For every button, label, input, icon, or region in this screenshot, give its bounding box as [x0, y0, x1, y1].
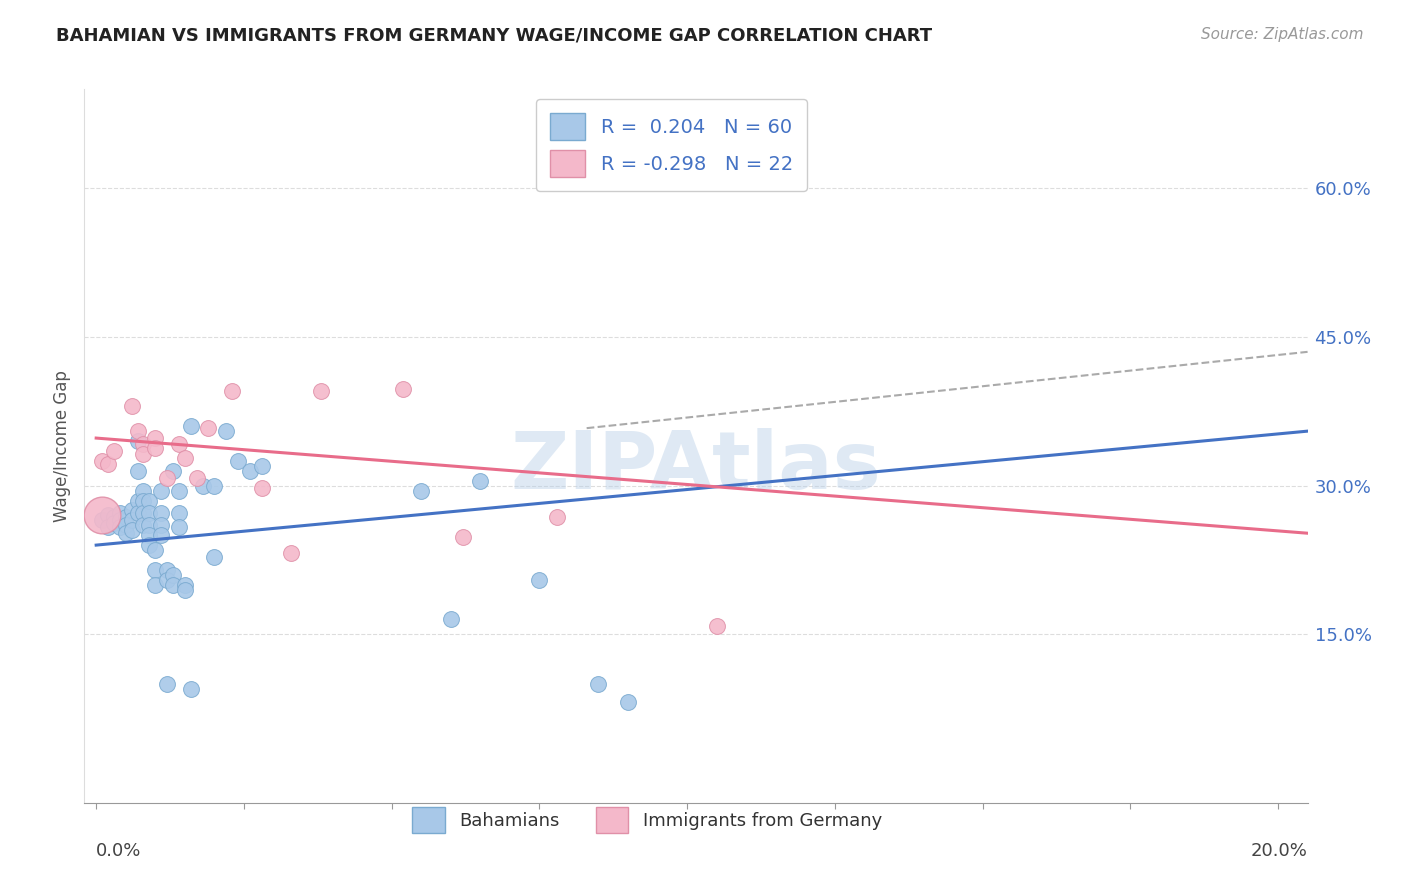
Text: Source: ZipAtlas.com: Source: ZipAtlas.com: [1201, 27, 1364, 42]
Point: [180, 419, 202, 434]
Point: [411, 483, 433, 498]
Point: [529, 573, 551, 587]
Point: [97, 520, 120, 534]
Point: [127, 464, 149, 478]
Point: [91, 508, 114, 523]
Point: [162, 567, 184, 582]
Point: [132, 483, 155, 498]
Point: [167, 437, 190, 451]
Point: [132, 518, 155, 533]
Point: [186, 471, 208, 485]
Point: [150, 518, 173, 533]
Point: [91, 454, 114, 468]
Point: [202, 549, 225, 564]
Point: [215, 424, 238, 438]
Point: [143, 431, 166, 445]
Point: [127, 493, 149, 508]
Point: [138, 493, 160, 508]
Point: [121, 503, 143, 517]
Point: [221, 384, 243, 399]
Y-axis label: Wage/Income Gap: Wage/Income Gap: [53, 370, 72, 522]
Point: [127, 507, 149, 521]
Point: [121, 523, 143, 537]
Point: [191, 478, 214, 492]
Point: [91, 513, 114, 527]
Text: 20.0%: 20.0%: [1251, 842, 1308, 860]
Point: [143, 563, 166, 577]
Point: [156, 573, 179, 587]
Point: [239, 464, 262, 478]
Point: [132, 437, 155, 451]
Point: [451, 530, 474, 544]
Point: [138, 507, 160, 521]
Point: [162, 578, 184, 592]
Point: [121, 513, 143, 527]
Point: [150, 483, 173, 498]
Point: [156, 471, 179, 485]
Point: [156, 677, 179, 691]
Point: [706, 619, 728, 633]
Point: [173, 578, 195, 592]
Point: [250, 458, 273, 473]
Point: [138, 528, 160, 542]
Point: [617, 695, 640, 709]
Point: [127, 424, 149, 438]
Point: [197, 421, 219, 435]
Point: [180, 681, 202, 696]
Point: [108, 513, 131, 527]
Point: [162, 464, 184, 478]
Point: [114, 526, 136, 541]
Point: [103, 510, 125, 524]
Point: [132, 447, 155, 461]
Point: [103, 444, 125, 458]
Legend: Bahamians, Immigrants from Germany: Bahamians, Immigrants from Germany: [405, 800, 889, 840]
Point: [127, 434, 149, 448]
Point: [108, 520, 131, 534]
Point: [143, 441, 166, 455]
Point: [97, 508, 120, 523]
Point: [114, 510, 136, 524]
Point: [132, 507, 155, 521]
Point: [143, 578, 166, 592]
Point: [103, 516, 125, 531]
Text: 0.0%: 0.0%: [96, 842, 142, 860]
Point: [167, 507, 190, 521]
Point: [138, 538, 160, 552]
Point: [546, 510, 568, 524]
Point: [138, 518, 160, 533]
Text: BAHAMIAN VS IMMIGRANTS FROM GERMANY WAGE/INCOME GAP CORRELATION CHART: BAHAMIAN VS IMMIGRANTS FROM GERMANY WAGE…: [56, 27, 932, 45]
Point: [280, 546, 302, 560]
Point: [309, 384, 332, 399]
Point: [440, 612, 463, 626]
Point: [392, 382, 415, 396]
Point: [150, 528, 173, 542]
Point: [250, 481, 273, 495]
Point: [588, 677, 610, 691]
Point: [202, 478, 225, 492]
Point: [108, 507, 131, 521]
Point: [226, 454, 249, 468]
Point: [470, 474, 492, 488]
Point: [121, 400, 143, 414]
Point: [173, 582, 195, 597]
Point: [114, 518, 136, 533]
Point: [132, 493, 155, 508]
Point: [150, 507, 173, 521]
Point: [156, 563, 179, 577]
Point: [167, 483, 190, 498]
Point: [97, 457, 120, 471]
Point: [173, 450, 195, 465]
Point: [167, 520, 190, 534]
Text: ZIPAtlas: ZIPAtlas: [510, 428, 882, 507]
Point: [143, 543, 166, 558]
